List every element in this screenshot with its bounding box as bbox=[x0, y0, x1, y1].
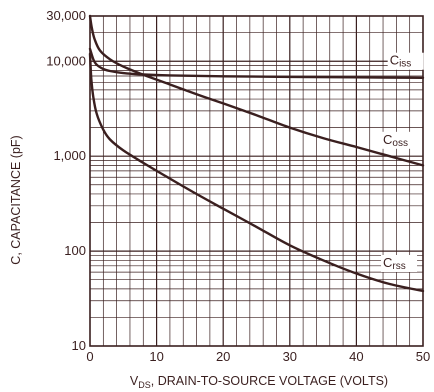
y-tick-label: 10,000 bbox=[46, 53, 86, 68]
series-label-bg bbox=[381, 254, 418, 272]
plot-frame bbox=[89, 15, 424, 347]
series-label-rss: Crss bbox=[383, 255, 406, 272]
series-label-sub: iss bbox=[399, 59, 411, 70]
x-tick-label: 0 bbox=[86, 349, 93, 364]
series-line-oss bbox=[88, 14, 425, 167]
series-label-bg bbox=[381, 131, 418, 149]
y-tick-label: 30,000 bbox=[46, 8, 86, 23]
x-tick-label: 10 bbox=[149, 349, 163, 364]
y-tick-label: 100 bbox=[64, 243, 86, 258]
x-tick-label: 40 bbox=[349, 349, 363, 364]
x-axis-title-rest: , DRAIN-TO-SOURCE VOLTAGE (VOLTS) bbox=[151, 374, 388, 388]
series-label-sub: oss bbox=[392, 138, 408, 149]
x-tick-label: 20 bbox=[216, 349, 230, 364]
grid-lines bbox=[90, 16, 423, 346]
x-axis-title-main: V bbox=[130, 374, 139, 388]
series-label-sub: rss bbox=[392, 261, 405, 272]
series-line-iss bbox=[88, 47, 425, 79]
y-tick-label: 10 bbox=[72, 338, 86, 353]
series-layer bbox=[88, 14, 425, 293]
x-tick-label: 30 bbox=[283, 349, 297, 364]
series-label-main: C bbox=[383, 255, 392, 270]
y-axis-title: C, CAPACITANCE (pF) bbox=[9, 135, 23, 264]
series-line-rss bbox=[88, 52, 425, 293]
y-tick-label: 1,000 bbox=[53, 148, 86, 163]
series-label-iss: Ciss bbox=[390, 53, 412, 70]
series-label-bg bbox=[387, 52, 424, 70]
series-label-main: C bbox=[383, 132, 392, 147]
x-axis-title: VDS, DRAIN-TO-SOURCE VOLTAGE (VOLTS) bbox=[130, 374, 388, 390]
x-tick-label: 50 bbox=[416, 349, 430, 364]
series-label-oss: Coss bbox=[383, 132, 408, 149]
x-axis-title-sub: DS bbox=[138, 380, 151, 390]
series-label-main: C bbox=[390, 53, 399, 68]
